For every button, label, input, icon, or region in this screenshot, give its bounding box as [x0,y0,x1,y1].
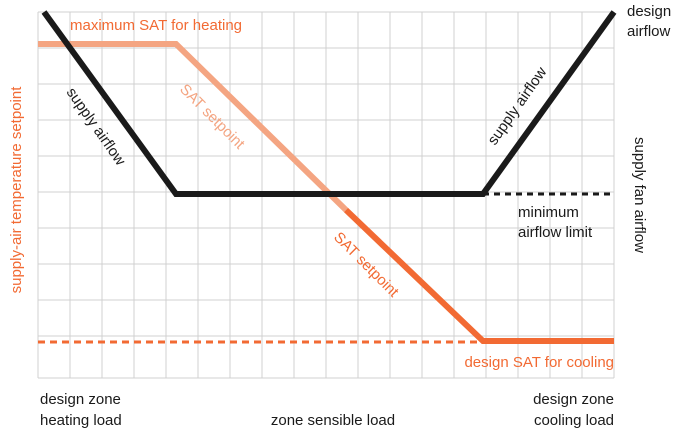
x-left-label-line2: heating load [40,412,122,429]
x-right-label-line2: cooling load [534,412,614,429]
sat-setpoint-lower-label: SAT setpoint [330,229,402,301]
sat-setpoint-upper-label: SAT setpoint [176,81,248,153]
design-airflow-label-line2: airflow [627,23,671,40]
sat-heating-segment [38,41,349,213]
design-airflow-label-line1: design [627,3,671,20]
x-left-label-line1: design zone [40,391,121,408]
left-axis-label: supply-air temperature setpoint [8,86,25,294]
minimum-airflow-limit-label-line1: minimum [518,204,579,221]
design-sat-cooling-label: design SAT for cooling [464,354,614,371]
x-right-label-line1: design zone [533,391,614,408]
minimum-airflow-limit-label-line2: airflow limit [518,224,593,241]
right-axis-label: supply fan airflow [631,137,648,253]
max-sat-heating-label: maximum SAT for heating [70,17,242,34]
supply-airflow-curve [41,10,617,197]
x-center-label: zone sensible load [271,412,395,429]
supply-airflow-right-label: supply airflow [484,64,550,148]
